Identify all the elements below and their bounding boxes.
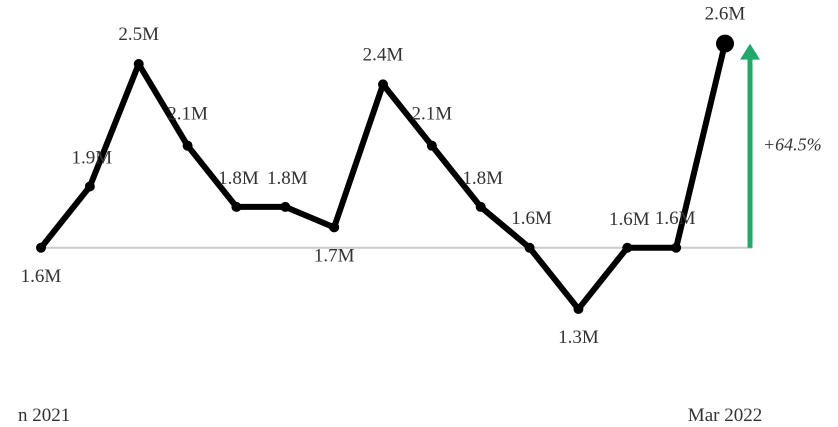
data-point bbox=[329, 222, 340, 233]
data-labels: 1.6M 1.9M 2.5M 2.1M 1.8M 1.8M 1.7M 2.4M 2.1M 1.8M… bbox=[21, 4, 746, 348]
data-point bbox=[573, 304, 584, 314]
data-label: 1.8M bbox=[267, 168, 308, 189]
data-label: 1.6M bbox=[21, 266, 62, 287]
data-label: 1.8M bbox=[218, 168, 259, 189]
data-point bbox=[231, 201, 242, 212]
data-points bbox=[36, 34, 734, 314]
x-tick-label-last: Mar 2022 bbox=[688, 405, 762, 426]
data-label: 1.3M bbox=[558, 327, 599, 348]
x-tick-label-first: n 2021 bbox=[18, 405, 70, 426]
data-point bbox=[524, 242, 535, 253]
data-label: 2.1M bbox=[412, 104, 453, 125]
data-label: 1.6M bbox=[609, 209, 650, 230]
data-point bbox=[84, 181, 95, 192]
data-label: 2.5M bbox=[118, 24, 159, 45]
change-arrow bbox=[740, 43, 760, 248]
data-point bbox=[671, 242, 682, 253]
data-label: 2.4M bbox=[363, 44, 404, 65]
data-point bbox=[182, 140, 193, 151]
data-point bbox=[716, 34, 734, 53]
data-point bbox=[622, 242, 633, 253]
data-label: 2.1M bbox=[167, 104, 208, 125]
data-point bbox=[36, 242, 46, 253]
data-point bbox=[133, 59, 144, 69]
data-label: 2.6M bbox=[705, 4, 746, 25]
data-label: 1.8M bbox=[462, 168, 503, 189]
data-point bbox=[280, 201, 291, 212]
data-label: 1.6M bbox=[511, 208, 552, 229]
data-label: 1.9M bbox=[72, 148, 113, 169]
data-label: 1.7M bbox=[314, 245, 355, 266]
data-point bbox=[475, 201, 486, 212]
change-annotation: +64.5% bbox=[763, 135, 822, 155]
data-point bbox=[426, 140, 437, 151]
data-label: 1.6M bbox=[655, 208, 696, 229]
change-arrow-head bbox=[740, 43, 760, 60]
data-point bbox=[378, 79, 388, 90]
